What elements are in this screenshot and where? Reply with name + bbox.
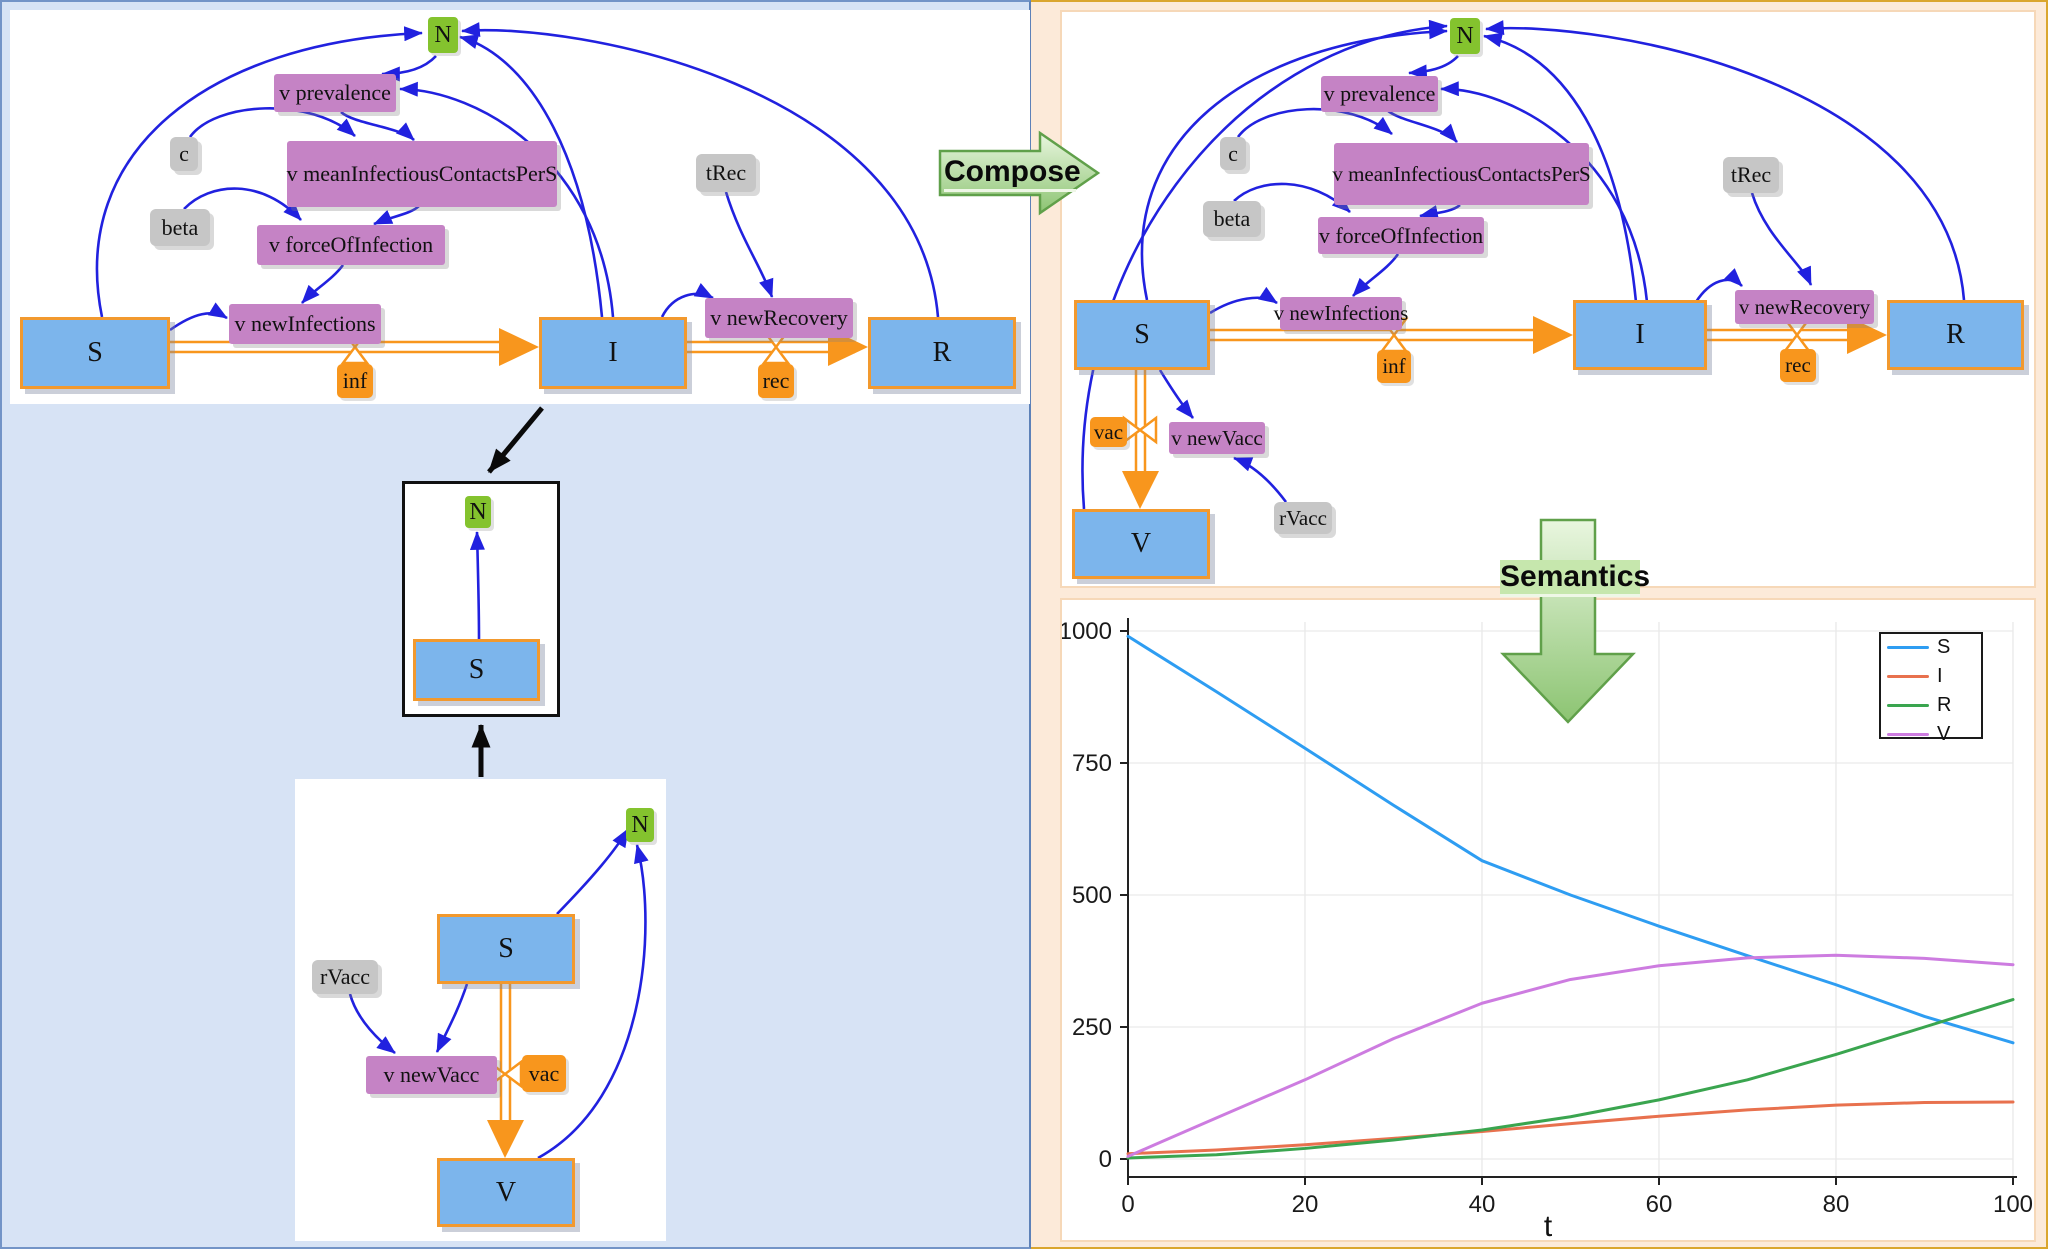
x-axis-label: t	[1543, 1210, 1553, 1243]
vaccine-diagram-panel: N S rVacc v newVacc vac V	[295, 779, 666, 1241]
flow-label-rec: rec	[1780, 349, 1816, 382]
composed-diagram-links	[1081, 19, 1966, 510]
sum-node-N: N	[1450, 18, 1480, 54]
y-tick-500: 500	[1072, 882, 1112, 909]
stock-S: S	[1074, 300, 1210, 370]
stock-S: S	[437, 914, 575, 984]
series-line-V	[1126, 953, 2015, 1158]
sir-diagram-links	[95, 22, 940, 366]
stock-S: S	[20, 317, 170, 389]
flow-label-vac: vac	[1090, 417, 1127, 447]
stock-I: I	[1573, 300, 1707, 370]
variable-force: v forceOfInfection	[257, 225, 445, 265]
parameter-c: c	[170, 137, 198, 171]
flow-label-vac: vac	[522, 1055, 566, 1092]
flow-arrow-inf	[1533, 316, 1573, 354]
composed-diagram-panel: N v prevalence c v meanInfectiousContact…	[1060, 10, 2036, 588]
x-tick-0: 0	[1121, 1191, 1134, 1218]
variable-contacts: v meanInfectiousContactsPerS	[1332, 143, 1591, 205]
legend-label-V: V	[1937, 723, 1951, 745]
y-tick-0: 0	[1099, 1146, 1112, 1173]
x-tick-80: 80	[1823, 1191, 1850, 1218]
x-tick-20: 20	[1292, 1191, 1319, 1218]
flow-arrow-rec	[1847, 316, 1887, 354]
y-tick-1000: 1000	[1062, 618, 1112, 645]
semantics-label: Semantics	[1500, 560, 1650, 597]
parameter-c: c	[1220, 137, 1246, 170]
variable-newRecovery: v newRecovery	[705, 298, 853, 338]
series-line-I	[1126, 1100, 2015, 1156]
stock-V: V	[437, 1158, 575, 1227]
variable-newInfections: v newInfections	[1274, 297, 1408, 330]
stock-V: V	[1072, 509, 1210, 579]
flow-arrow-vac	[1122, 471, 1159, 509]
flow-arrow-vac	[487, 1120, 524, 1158]
legend-label-S: S	[1937, 636, 1951, 658]
legend-line-R	[1887, 704, 1929, 707]
stock-I: I	[539, 317, 687, 389]
variable-newRecovery: v newRecovery	[1735, 290, 1874, 324]
parameter-tRec: tRec	[1723, 157, 1779, 193]
legend-line-I	[1887, 675, 1929, 678]
valve-vac	[1122, 415, 1158, 445]
legend-line-S	[1887, 646, 1929, 649]
series-line-S	[1126, 634, 2015, 1045]
stock-R: R	[1887, 300, 2024, 370]
interface-diagram-links	[469, 531, 485, 640]
variable-newVacc: v newVacc	[1169, 422, 1265, 454]
legend-line-V	[1887, 733, 1929, 736]
variable-newInfections: v newInfections	[229, 304, 381, 344]
legend-label-I: I	[1937, 665, 1943, 687]
x-tick-100: 100	[1993, 1191, 2033, 1218]
parameter-rVacc: rVacc	[1274, 502, 1332, 534]
stock-R: R	[868, 317, 1016, 389]
legend-entry-R: R	[1887, 694, 1975, 717]
flow-label-rec: rec	[758, 364, 794, 398]
series-line-R	[1126, 998, 2015, 1160]
sir-diagram-panel: N v prevalence c v meanInfectiousContact…	[10, 10, 1030, 404]
legend-entry-I: I	[1887, 665, 1975, 688]
flow-arrow-inf	[499, 328, 539, 366]
line-chart: 0 250 500 750 1000 0 20 40 60 80 100	[1062, 618, 2033, 1218]
y-tick-250: 250	[1072, 1014, 1112, 1041]
legend-entry-S: S	[1887, 636, 1975, 659]
sum-node-N: N	[626, 808, 654, 842]
interface-diagram-panel: N S	[402, 481, 560, 717]
variable-prevalence: v prevalence	[274, 74, 396, 112]
flow-label-inf: inf	[337, 364, 373, 398]
sum-node-N: N	[465, 496, 491, 528]
parameter-tRec: tRec	[696, 154, 756, 192]
flow-label-inf: inf	[1377, 350, 1411, 383]
legend-label-R: R	[1937, 694, 1952, 716]
stock-S: S	[413, 639, 540, 701]
y-tick-750: 750	[1072, 750, 1112, 777]
x-tick-60: 60	[1646, 1191, 1673, 1218]
sum-node-N: N	[428, 17, 458, 53]
variable-force: v forceOfInfection	[1318, 217, 1484, 254]
variable-contacts: v meanInfectiousContactsPerS	[287, 141, 557, 207]
variable-prevalence: v prevalence	[1321, 76, 1438, 112]
variable-newVacc: v newVacc	[366, 1056, 497, 1094]
parameter-beta: beta	[150, 209, 210, 246]
x-tick-40: 40	[1469, 1191, 1496, 1218]
parameter-beta: beta	[1203, 201, 1261, 237]
legend-entry-V: V	[1887, 723, 1975, 746]
parameter-rVacc: rVacc	[312, 960, 378, 994]
compose-label: Compose	[944, 155, 1081, 192]
